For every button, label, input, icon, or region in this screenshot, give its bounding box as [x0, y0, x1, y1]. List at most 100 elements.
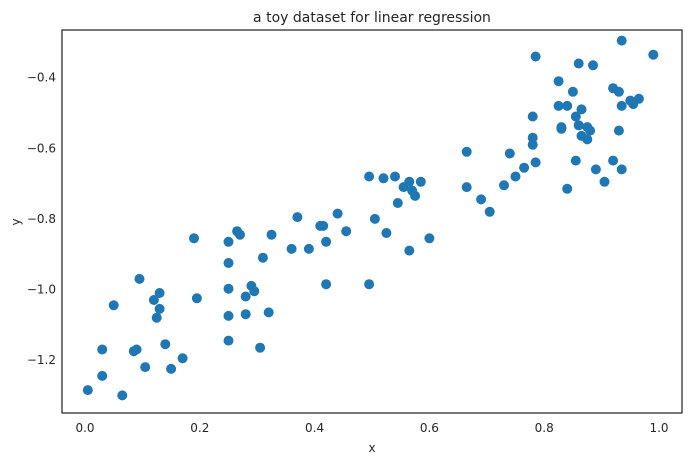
data-point: [616, 35, 627, 46]
data-point: [461, 182, 472, 193]
data-point: [303, 243, 314, 254]
data-point: [223, 310, 234, 321]
x-tick-label: 0.0: [75, 421, 94, 435]
data-point: [240, 309, 251, 320]
data-point: [151, 312, 162, 323]
data-point: [191, 293, 202, 304]
data-point: [235, 229, 245, 240]
data-point: [108, 300, 119, 311]
data-point: [97, 370, 108, 381]
data-point: [553, 100, 564, 111]
data-point: [364, 279, 375, 290]
data-point: [553, 76, 564, 87]
data-point: [461, 146, 472, 157]
data-point: [286, 243, 297, 254]
data-point: [499, 180, 509, 191]
data-point: [567, 86, 578, 97]
data-point: [504, 148, 515, 159]
plot-frame: [61, 29, 683, 414]
data-point: [257, 252, 268, 263]
data-point: [570, 111, 581, 122]
y-axis-label: y: [9, 218, 23, 225]
data-point: [318, 220, 329, 231]
x-tick-label: 1.0: [649, 421, 668, 435]
data-point: [148, 295, 159, 305]
data-point: [648, 49, 659, 60]
data-point: [341, 226, 352, 237]
data-point: [613, 86, 624, 97]
y-tick-label: −0.6: [27, 141, 56, 155]
data-point: [519, 162, 530, 173]
data-point: [527, 111, 538, 122]
y-tick-label: −1.0: [27, 283, 56, 297]
data-point: [633, 93, 644, 104]
data-point: [134, 273, 145, 284]
data-point: [369, 213, 380, 224]
x-axis-label: x: [368, 441, 375, 455]
data-point: [364, 171, 375, 182]
chart-title: a toy dataset for linear regression: [253, 10, 491, 26]
data-point: [378, 173, 389, 184]
data-point: [117, 390, 128, 401]
data-point: [562, 100, 573, 111]
data-point: [392, 198, 403, 208]
data-point: [616, 164, 627, 175]
data-point: [404, 245, 415, 256]
y-tick-label: −0.4: [27, 71, 56, 85]
data-point: [530, 157, 541, 168]
data-point: [223, 335, 234, 346]
data-point: [527, 132, 538, 143]
data-point: [97, 344, 108, 355]
data-point: [154, 288, 165, 298]
points-layer: [82, 35, 659, 401]
data-point: [223, 258, 234, 268]
data-point: [585, 125, 596, 136]
data-point: [530, 51, 541, 62]
data-point: [573, 58, 584, 69]
data-point: [189, 233, 199, 244]
data-point: [381, 228, 392, 238]
data-point: [576, 104, 587, 115]
data-point: [510, 171, 521, 182]
data-point: [255, 342, 266, 353]
y-tick-label: −0.8: [27, 212, 56, 226]
data-point: [616, 100, 627, 111]
data-point: [131, 344, 142, 355]
data-point: [292, 212, 303, 223]
x-tick-label: 0.4: [305, 421, 324, 435]
data-point: [476, 194, 487, 205]
data-point: [166, 363, 177, 374]
data-point: [263, 307, 274, 318]
x-axis-ticks: 0.0 0.2 0.4 0.6 0.8 1.0: [75, 421, 668, 435]
data-point: [570, 155, 581, 166]
data-point: [82, 385, 93, 396]
data-point: [608, 155, 619, 166]
x-tick-label: 0.2: [190, 421, 209, 435]
data-point: [613, 125, 624, 136]
data-point: [321, 236, 332, 247]
x-tick-label: 0.6: [420, 421, 439, 435]
data-point: [424, 233, 435, 244]
data-point: [321, 279, 332, 290]
data-point: [266, 229, 277, 240]
data-point: [240, 291, 251, 302]
data-point: [599, 176, 610, 187]
data-point: [582, 134, 593, 145]
data-point: [390, 171, 400, 182]
data-point: [249, 286, 260, 297]
data-point: [404, 176, 415, 187]
data-point: [415, 176, 426, 187]
data-point: [160, 339, 171, 350]
data-point: [332, 208, 343, 219]
data-point: [556, 122, 567, 133]
data-point: [590, 164, 601, 175]
data-point: [527, 139, 538, 150]
data-point: [140, 362, 151, 373]
data-point: [562, 183, 573, 194]
data-point: [154, 303, 165, 314]
y-axis-ticks: −1.2 −1.0 −0.8 −0.6 −0.4: [27, 71, 56, 367]
y-tick-label: −1.2: [27, 353, 56, 367]
data-point: [223, 283, 234, 294]
data-point: [484, 206, 495, 217]
